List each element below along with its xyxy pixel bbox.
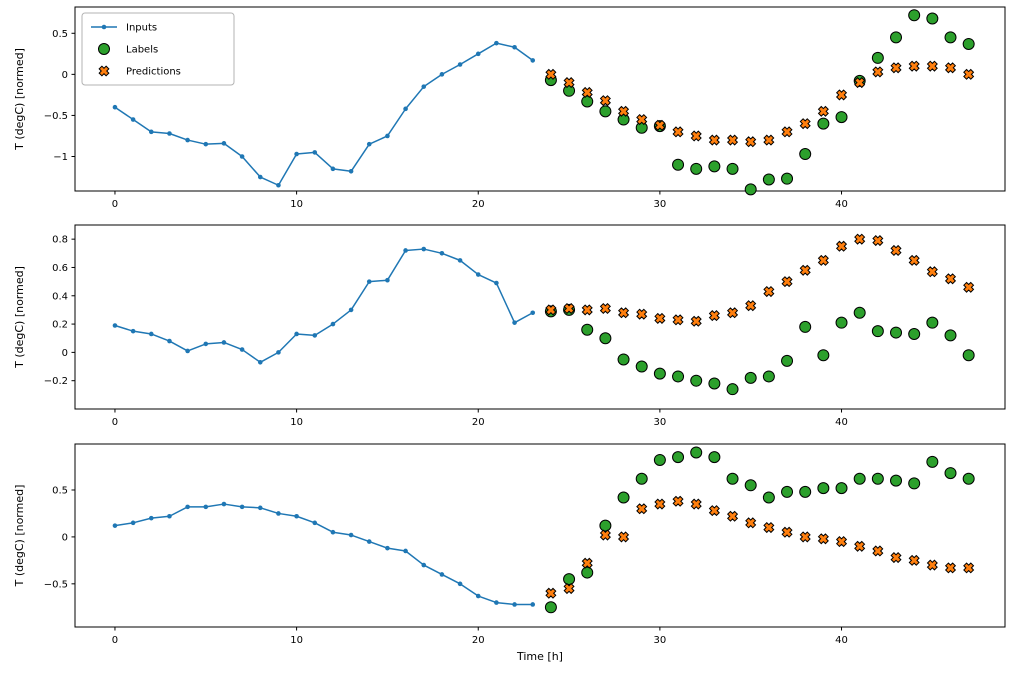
axes-frame <box>74 224 1006 410</box>
x-tick-label: 0 <box>112 199 118 210</box>
y-tick-label: 0 <box>62 70 68 81</box>
y-tick-label: 0.2 <box>52 320 68 331</box>
y-axis-label: T (degC) [normed] <box>13 266 26 369</box>
x-tick-label: 40 <box>835 199 848 210</box>
y-tick-label: 0 <box>62 532 68 543</box>
series-predictions <box>545 495 975 599</box>
x-axis-label: Time [h] <box>516 650 563 663</box>
series-inputs <box>112 246 536 365</box>
y-tick-label: −0.5 <box>44 579 68 590</box>
x-tick-label: 0 <box>112 635 118 646</box>
legend-label: Labels <box>126 45 158 56</box>
x-tick-label: 0 <box>112 417 118 428</box>
series-labels <box>544 446 975 614</box>
series-inputs <box>112 40 536 188</box>
series-predictions <box>545 233 975 327</box>
y-tick-label: 0.5 <box>52 485 68 496</box>
series-inputs <box>112 501 536 607</box>
x-tick-label: 30 <box>654 417 667 428</box>
y-tick-label: −0.2 <box>44 376 68 387</box>
series-predictions <box>545 60 975 148</box>
x-tick-label: 10 <box>290 199 303 210</box>
y-tick-label: 0.4 <box>52 291 68 302</box>
x-tick-label: 30 <box>654 635 667 646</box>
axes-frame <box>74 6 1006 192</box>
y-tick-label: 0.5 <box>52 29 68 40</box>
subplot-1: 0 10 20 30 40 0.5 0 −0.5 −1 T (degC) [normed] Inpu… <box>13 6 1006 210</box>
x-tick-label: 20 <box>472 417 485 428</box>
x-tick-label: 40 <box>835 635 848 646</box>
legend: Inputs Labels Predictions <box>81 12 235 86</box>
series-labels <box>544 303 975 396</box>
y-tick-label: 0.6 <box>52 263 68 274</box>
x-tick-label: 10 <box>290 417 303 428</box>
axes-frame <box>74 443 1006 628</box>
y-tick-label: −1 <box>53 152 68 163</box>
x-tick-label: 40 <box>835 417 848 428</box>
legend-label: Inputs <box>126 23 157 34</box>
x-tick-label: 10 <box>290 635 303 646</box>
x-tick-label: 30 <box>654 199 667 210</box>
y-axis-label: T (degC) [normed] <box>13 48 26 151</box>
y-tick-label: −0.5 <box>44 111 68 122</box>
legend-box <box>81 12 235 86</box>
y-axis-label: T (degC) [normed] <box>13 485 26 588</box>
legend-label: Predictions <box>126 67 181 78</box>
subplot-2: 0 10 20 30 40 0.8 0.6 0.4 0.2 0 −0.2 T (degC) [norm… <box>13 224 1006 428</box>
subplot-3: 0 10 20 30 40 0.5 0 −0.5 T (degC) [normed] Time [… <box>13 443 1006 663</box>
x-tick-label: 20 <box>472 635 485 646</box>
y-tick-label: 0.8 <box>52 235 68 246</box>
y-tick-label: 0 <box>62 348 68 359</box>
x-tick-label: 20 <box>472 199 485 210</box>
